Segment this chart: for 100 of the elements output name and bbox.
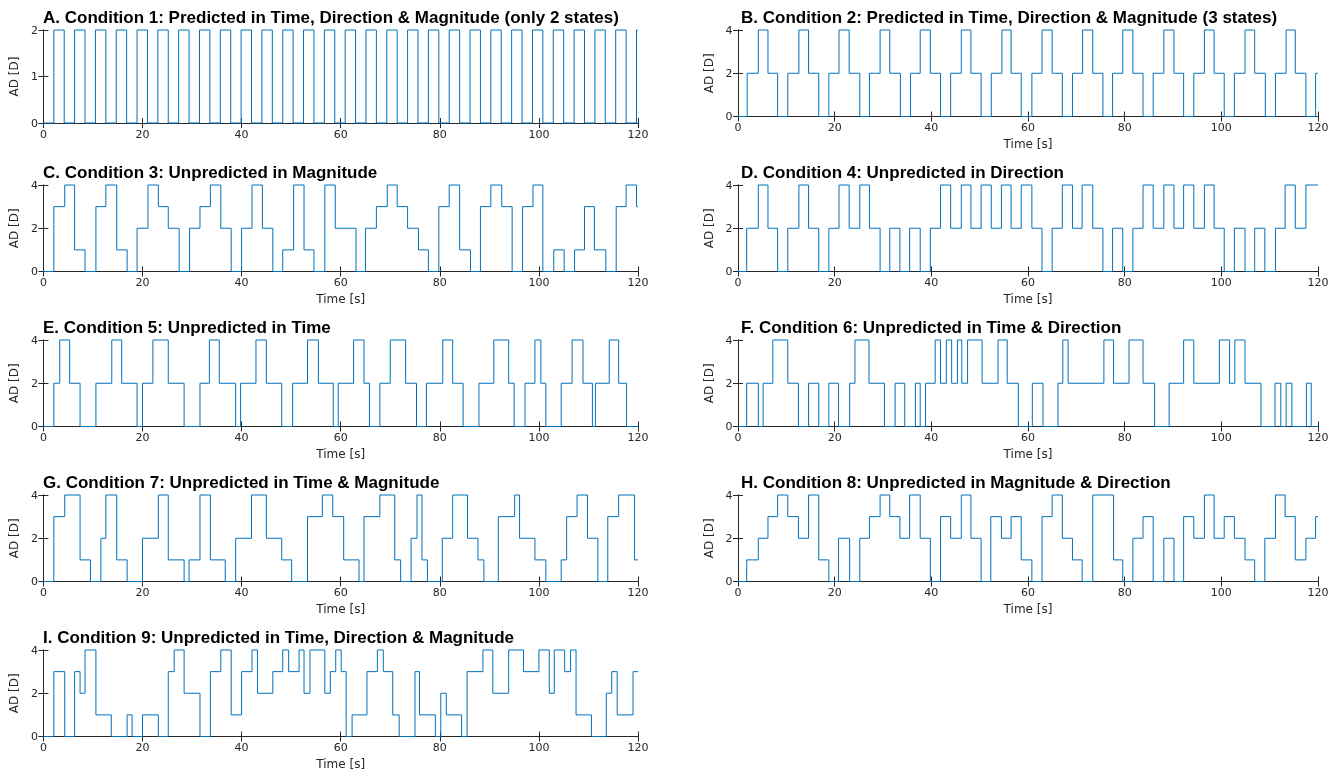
x-tick-label: 100	[1210, 431, 1232, 444]
y-tick-label: 2	[725, 66, 733, 80]
x-tick-label: 60	[333, 741, 348, 754]
x-tick-label: 0	[39, 276, 47, 289]
x-tick-label: 0	[39, 586, 47, 599]
x-tick-label: 20	[827, 431, 842, 444]
y-axis-title: AD [D]	[701, 53, 716, 94]
x-tick-label: 80	[432, 127, 447, 141]
x-tick-label: 40	[924, 431, 939, 444]
chart-title: I. Condition 9: Unpredicted in Time, Direction & Magnitude	[43, 628, 514, 647]
x-tick-label: 120	[1307, 121, 1329, 134]
y-tick-label: 4	[725, 333, 733, 347]
y-tick-label: 2	[30, 23, 38, 37]
x-tick-label: 100	[1210, 586, 1232, 599]
x-tick-label: 120	[627, 127, 649, 141]
y-tick-label: 2	[30, 686, 38, 700]
chart-title: C. Condition 3: Unpredicted in Magnitude	[43, 163, 378, 182]
x-axis-title: Time [s]	[1002, 292, 1053, 306]
x-tick-label: 20	[135, 431, 150, 444]
x-tick-label: 20	[827, 121, 842, 134]
chart-title: F. Condition 6: Unpredicted in Time & Direction	[741, 318, 1122, 337]
y-axis-title: AD [D]	[7, 363, 21, 404]
x-tick-label: 0	[39, 431, 47, 444]
x-tick-label: 40	[234, 431, 249, 444]
x-tick-label: 20	[135, 741, 150, 754]
x-tick-label: 0	[734, 431, 742, 444]
x-tick-label: 40	[234, 276, 249, 289]
y-axis-title: AD [D]	[7, 208, 21, 249]
chart-title: E. Condition 5: Unpredicted in Time	[43, 318, 331, 337]
y-tick-label: 0	[725, 265, 733, 278]
x-tick-label: 0	[734, 121, 742, 134]
x-tick-label: 100	[528, 127, 550, 141]
y-tick-label: 4	[725, 178, 733, 192]
x-axis-title: Time [s]	[315, 757, 366, 771]
y-tick-label: 2	[725, 531, 733, 545]
x-tick-label: 40	[234, 127, 249, 141]
y-tick-label: 2	[725, 221, 733, 235]
x-tick-label: 40	[924, 586, 939, 599]
x-tick-label: 80	[432, 741, 447, 754]
x-tick-label: 80	[432, 276, 447, 289]
x-tick-label: 120	[1307, 431, 1329, 444]
x-tick-label: 80	[432, 431, 447, 444]
x-tick-label: 120	[627, 276, 649, 289]
x-tick-label: 80	[1117, 431, 1132, 444]
x-tick-label: 80	[1117, 586, 1132, 599]
x-tick-label: 100	[528, 586, 550, 599]
y-tick-label: 2	[725, 376, 733, 390]
x-tick-label: 60	[1021, 586, 1035, 599]
x-tick-label: 80	[1117, 276, 1132, 289]
x-tick-label: 20	[135, 276, 150, 289]
y-tick-label: 0	[30, 265, 38, 278]
x-tick-label: 60	[1021, 276, 1035, 289]
x-tick-label: 100	[528, 431, 550, 444]
x-tick-label: 20	[827, 586, 842, 599]
y-tick-label: 4	[30, 488, 38, 502]
x-tick-label: 100	[528, 276, 550, 289]
x-tick-label: 120	[627, 586, 649, 599]
x-tick-label: 0	[734, 586, 742, 599]
x-axis-title: Time [s]	[315, 292, 366, 306]
y-tick-label: 4	[30, 333, 38, 347]
x-tick-label: 80	[1117, 121, 1132, 134]
x-tick-label: 120	[627, 741, 649, 754]
x-tick-label: 60	[333, 586, 348, 599]
chart-title: B. Condition 2: Predicted in Time, Direction & Magnitude (3 states)	[741, 8, 1278, 27]
x-tick-label: 20	[135, 586, 150, 599]
x-axis-title: Time [s]	[1002, 447, 1053, 461]
x-tick-label: 100	[1210, 121, 1232, 134]
x-tick-label: 0	[734, 276, 742, 289]
y-tick-label: 0	[725, 110, 733, 123]
y-tick-label: 0	[725, 420, 733, 433]
x-axis-title: Time [s]	[1002, 137, 1053, 151]
x-tick-label: 120	[627, 431, 649, 444]
y-tick-label: 0	[30, 575, 38, 588]
x-tick-label: 0	[39, 741, 47, 754]
chart-title: A. Condition 1: Predicted in Time, Direction & Magnitude (only 2 states)	[43, 8, 619, 27]
chart-title: G. Condition 7: Unpredicted in Time & Magnitude	[43, 473, 440, 492]
x-tick-label: 60	[333, 431, 348, 444]
x-tick-label: 60	[1021, 121, 1035, 134]
x-tick-label: 120	[1307, 586, 1329, 599]
chart-title: H. Condition 8: Unpredicted in Magnitude & Direction	[741, 473, 1171, 492]
y-axis-title: AD [D]	[701, 208, 716, 249]
y-axis-title: AD [D]	[701, 363, 716, 404]
y-axis-title: AD [D]	[701, 518, 716, 559]
y-tick-label: 2	[30, 221, 38, 235]
x-tick-label: 60	[333, 127, 348, 141]
x-tick-label: 80	[432, 586, 447, 599]
y-tick-label: 2	[30, 531, 38, 545]
x-axis-title: Time [s]	[315, 447, 366, 461]
x-tick-label: 40	[234, 586, 249, 599]
y-axis-title: AD [D]	[7, 56, 21, 97]
x-axis-title: Time [s]	[315, 602, 366, 616]
x-tick-label: 120	[1307, 276, 1329, 289]
x-axis-title: Time [s]	[1002, 602, 1053, 616]
y-tick-label: 4	[725, 23, 733, 37]
x-tick-label: 60	[1021, 431, 1035, 444]
y-tick-label: 4	[30, 643, 38, 657]
x-tick-label: 60	[333, 276, 348, 289]
x-tick-label: 40	[924, 276, 939, 289]
x-tick-label: 100	[1210, 276, 1232, 289]
y-tick-label: 2	[30, 376, 38, 390]
